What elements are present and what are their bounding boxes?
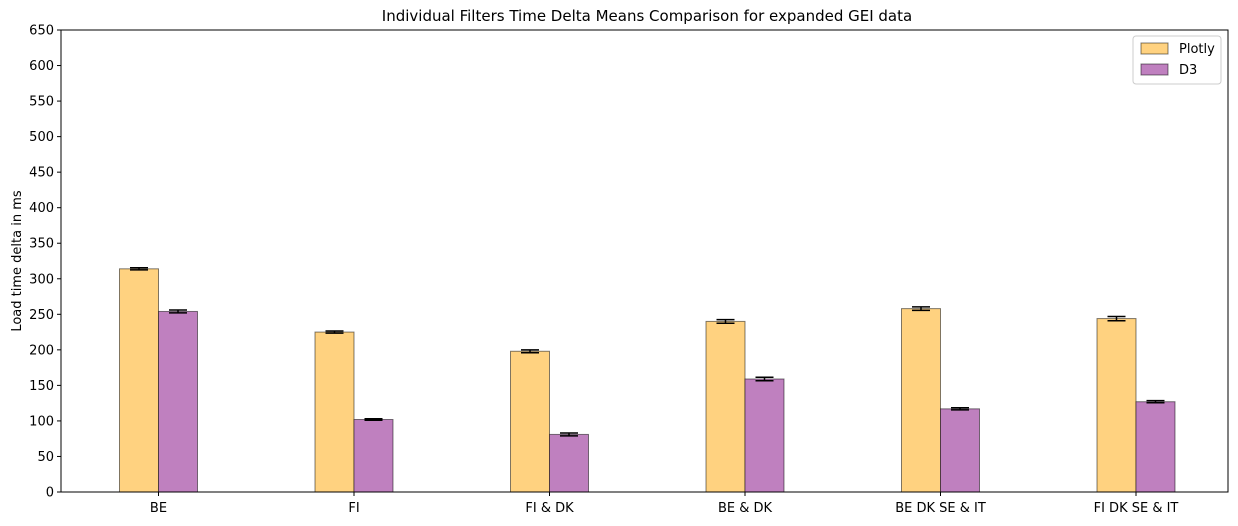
- y-tick-label: 0: [46, 486, 54, 501]
- bar-d3-fi-dk: [549, 433, 589, 493]
- bar-d3-be-dk-se-it: [940, 408, 980, 493]
- error-bar-plotly-fi: [325, 330, 344, 334]
- y-tick-label: 50: [37, 450, 54, 465]
- bar-plotly-fi: [314, 331, 355, 493]
- x-tick-label-be-dk-se-it: BE DK SE & IT: [895, 501, 986, 516]
- error-bar-d3-be-dk: [755, 376, 774, 382]
- x-tick-label-be: BE: [150, 501, 167, 516]
- error-bar-plotly-fi-dk: [521, 349, 539, 354]
- y-tick-label: 550: [29, 95, 54, 110]
- x-tick-label-fi: FI: [348, 501, 359, 516]
- error-bars-layer: [130, 267, 1165, 437]
- bar-plotly-be-dk: [705, 320, 746, 493]
- y-tick-label: 350: [29, 237, 54, 252]
- bar-plotly-fi-dk-se-it: [1096, 318, 1137, 493]
- error-bar-d3-fi: [364, 418, 383, 421]
- bar-d3-fi-dk-se-it: [1135, 401, 1176, 493]
- bar-plotly-fi-dk: [510, 350, 550, 493]
- bars-layer: [119, 268, 1176, 493]
- chart-title: Individual Filters Time Delta Means Comp…: [382, 7, 912, 25]
- legend-swatch-d3: [1140, 63, 1169, 76]
- y-tick-label: 100: [29, 414, 54, 429]
- x-tick-label-be-dk: BE & DK: [718, 501, 773, 516]
- error-bar-plotly-be-dk-se-it: [912, 306, 930, 312]
- bar-d3-fi: [353, 419, 394, 493]
- x-tick-label-fi-dk: FI & DK: [525, 501, 574, 516]
- y-tick-label: 200: [29, 343, 54, 358]
- y-tick-label: 650: [29, 24, 54, 39]
- plot-frame: [60, 29, 1229, 493]
- bar-d3-be-dk: [744, 378, 785, 493]
- bar-plotly-be-dk-se-it: [901, 308, 941, 493]
- error-bar-plotly-fi-dk-se-it: [1107, 315, 1126, 322]
- error-bar-d3-fi-dk-se-it: [1146, 399, 1165, 404]
- legend-label-d3: D3: [1179, 63, 1197, 78]
- y-tick-label: 500: [29, 130, 54, 145]
- error-bar-d3-be-dk-se-it: [951, 407, 969, 411]
- error-bar-d3-fi-dk: [560, 432, 578, 437]
- x-tick-label-fi-dk-se-it: FI DK SE & IT: [1094, 501, 1179, 516]
- y-tick-label: 300: [29, 272, 54, 287]
- legend-swatch-plotly: [1140, 42, 1169, 55]
- y-tick-label: 450: [29, 166, 54, 181]
- error-bar-plotly-be: [130, 267, 148, 271]
- y-tick-label: 400: [29, 201, 54, 216]
- x-axis: BE FI FI & DK BE & DK BE DK SE & IT FI DK SE …: [150, 492, 1179, 516]
- y-tick-label: 250: [29, 308, 54, 323]
- legend-label-plotly: Plotly: [1179, 42, 1215, 57]
- y-tick-label: 150: [29, 379, 54, 394]
- y-axis: 0 50 100 150 200 250 300 350 400 450 500 550 600 650: [29, 24, 61, 501]
- legend: Plotly D3: [1132, 35, 1222, 85]
- bar-d3-be: [158, 310, 198, 493]
- error-bar-plotly-be-dk: [716, 318, 735, 324]
- y-axis-label: Load time delta in ms: [10, 190, 25, 332]
- y-tick-label: 600: [29, 59, 54, 74]
- bar-plotly-be: [119, 268, 159, 493]
- error-bar-d3-be: [169, 309, 187, 314]
